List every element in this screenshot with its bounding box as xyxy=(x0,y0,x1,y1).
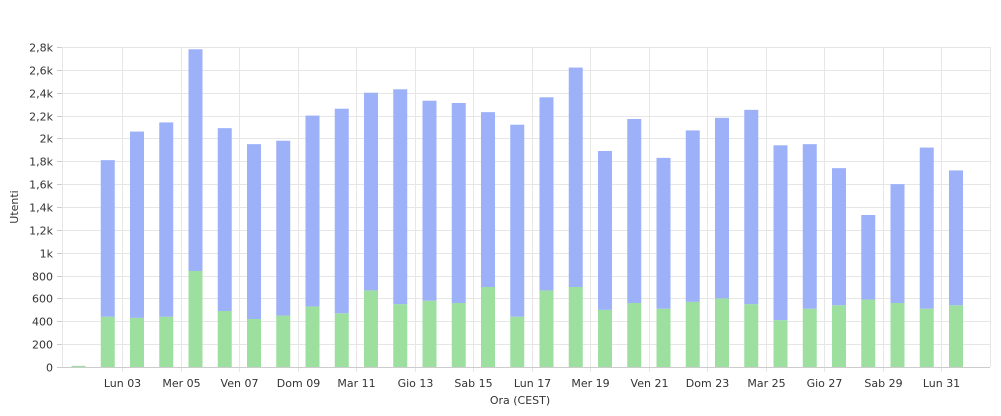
bar-segment-lower[interactable] xyxy=(481,287,495,367)
x-tick-label: Lun 17 xyxy=(514,377,551,390)
bar-segment-upper[interactable] xyxy=(334,108,349,314)
y-tick-label: 2,6k xyxy=(29,65,53,78)
x-tick-label: Mar 11 xyxy=(337,377,375,390)
bar-segment-upper[interactable] xyxy=(364,92,378,291)
bar-segment-upper[interactable] xyxy=(949,170,963,306)
y-tick-label: 800 xyxy=(32,271,53,284)
bar-segment-upper[interactable] xyxy=(802,144,817,309)
x-tick-label: Gio 13 xyxy=(398,377,434,390)
bar-segment-upper[interactable] xyxy=(100,160,115,317)
bar-segment-lower[interactable] xyxy=(100,316,115,367)
bar-segment-lower[interactable] xyxy=(949,305,963,367)
x-tick-label: Lun 31 xyxy=(923,377,960,390)
bar-segment-upper[interactable] xyxy=(656,157,671,309)
bar-segment-upper[interactable] xyxy=(627,119,642,303)
bar-segment-upper[interactable] xyxy=(188,49,203,271)
bar-segment-lower[interactable] xyxy=(685,301,700,367)
bar-segment-lower[interactable] xyxy=(188,271,203,367)
x-tick-label: Sab 29 xyxy=(864,377,902,390)
bar-segment-upper[interactable] xyxy=(890,184,905,303)
bar-segment-upper[interactable] xyxy=(130,131,144,318)
y-tick-label: 2k xyxy=(40,133,54,146)
y-tick-label: 600 xyxy=(32,293,53,306)
bar-segment-upper[interactable] xyxy=(598,151,612,310)
bar-segment-upper[interactable] xyxy=(276,140,291,316)
bar-segment-upper[interactable] xyxy=(715,117,729,299)
bar-segment-upper[interactable] xyxy=(832,168,846,306)
bar-segment-lower[interactable] xyxy=(802,308,817,367)
bar-segment-lower[interactable] xyxy=(247,319,261,367)
bar-segment-lower[interactable] xyxy=(276,315,291,367)
y-tick-label: 1,6k xyxy=(29,179,53,192)
y-tick-label: 1,8k xyxy=(29,156,53,169)
bar-segment-upper[interactable] xyxy=(539,97,554,291)
bar-segment-upper[interactable] xyxy=(685,130,700,302)
bar-segment-upper[interactable] xyxy=(217,128,232,311)
x-tick-label: Lun 03 xyxy=(104,377,141,390)
x-tick-label: Dom 09 xyxy=(277,377,320,390)
bar-segment-lower[interactable] xyxy=(890,303,905,367)
bar-segment-upper[interactable] xyxy=(773,145,788,321)
y-tick-label: 1k xyxy=(40,248,54,261)
bar-segment-lower[interactable] xyxy=(159,316,174,367)
y-tick-label: 0 xyxy=(46,362,53,375)
bar-segment-lower[interactable] xyxy=(919,308,934,367)
bar-segment-lower[interactable] xyxy=(656,308,671,367)
y-tick-label: 1,4k xyxy=(29,202,53,215)
bar-segment-upper[interactable] xyxy=(305,115,320,307)
bar-segment-lower[interactable] xyxy=(832,305,846,367)
bar-segment-lower[interactable] xyxy=(130,317,144,367)
x-tick-label: Mer 19 xyxy=(571,377,609,390)
bar-segment-upper[interactable] xyxy=(510,124,525,317)
y-tick-label: 2,4k xyxy=(29,88,53,101)
bar-segment-upper[interactable] xyxy=(481,112,495,287)
bar-segment-lower[interactable] xyxy=(773,320,788,367)
x-tick-label: Gio 27 xyxy=(807,377,843,390)
bar-segment-upper[interactable] xyxy=(744,109,759,305)
bar-segment-lower[interactable] xyxy=(422,300,437,367)
bar-segment-lower[interactable] xyxy=(744,304,759,367)
bar-segment-lower[interactable] xyxy=(861,299,876,367)
grid-layer xyxy=(62,47,991,372)
x-tick-label: Ven 07 xyxy=(221,377,259,390)
bar-segment-upper[interactable] xyxy=(159,122,174,317)
bar-segment-lower[interactable] xyxy=(364,290,378,367)
bar-segment-lower[interactable] xyxy=(71,365,86,367)
bar-segment-lower[interactable] xyxy=(510,316,525,367)
bar-segment-lower[interactable] xyxy=(598,309,612,367)
x-tick-label: Mar 25 xyxy=(747,377,785,390)
bar-segment-upper[interactable] xyxy=(393,89,408,305)
y-tick-label: 200 xyxy=(32,339,53,352)
bar-segment-lower[interactable] xyxy=(539,290,554,367)
bar-segment-lower[interactable] xyxy=(305,306,320,367)
x-tick-label: Ven 21 xyxy=(631,377,669,390)
x-tick-label: Mer 05 xyxy=(162,377,200,390)
bar-segment-lower[interactable] xyxy=(568,287,583,367)
x-tick-label: Dom 23 xyxy=(686,377,729,390)
bar-segment-lower[interactable] xyxy=(715,298,729,367)
bars-layer xyxy=(71,49,963,367)
y-tick-label: 2,8k xyxy=(29,42,53,55)
bar-segment-lower[interactable] xyxy=(393,304,408,367)
bar-segment-upper[interactable] xyxy=(568,67,583,287)
x-axis-title: Ora (CEST) xyxy=(490,394,550,407)
y-axis-title: Utenti xyxy=(8,190,21,223)
bar-segment-upper[interactable] xyxy=(247,144,261,319)
y-tick-label: 400 xyxy=(32,316,53,329)
bar-segment-lower[interactable] xyxy=(217,311,232,367)
bar-segment-upper[interactable] xyxy=(451,103,466,303)
bar-segment-upper[interactable] xyxy=(919,147,934,309)
y-tick-label: 2,2k xyxy=(29,111,53,124)
y-tick-label: 1,2k xyxy=(29,225,53,238)
y-axis: 0 200 400 600 800 1k 1,2k 1,4k 1,6k 1,8k 2k 2,2k 2,4… xyxy=(29,42,62,375)
bar-segment-lower[interactable] xyxy=(451,303,466,367)
x-axis: Lun 03 Mer 05 Ven 07 Dom 09 Mar 11 Gio 13 Sab … xyxy=(62,367,990,390)
bar-segment-upper[interactable] xyxy=(422,100,437,301)
bar-segment-lower[interactable] xyxy=(627,303,642,367)
bar-segment-upper[interactable] xyxy=(861,215,876,300)
bar-segment-lower[interactable] xyxy=(334,313,349,367)
x-tick-label: Sab 15 xyxy=(454,377,492,390)
